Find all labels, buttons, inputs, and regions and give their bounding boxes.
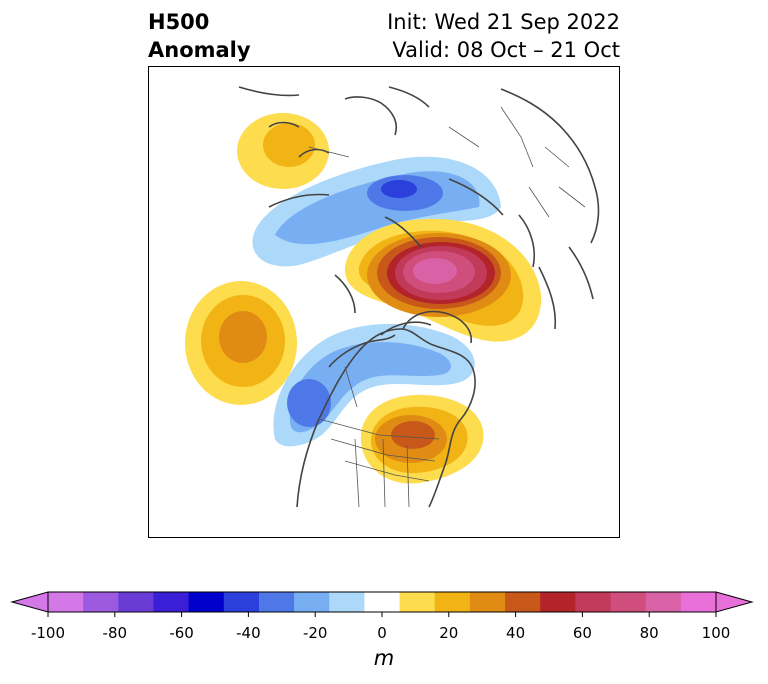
colorbar-segment xyxy=(258,592,295,612)
colorbar xyxy=(10,591,754,617)
colorbar-unit-label: m xyxy=(373,646,395,670)
colorbar-segments xyxy=(48,592,717,612)
colorbar-segment xyxy=(680,592,717,612)
colorbar-segment xyxy=(505,592,541,612)
colorbar-tick-label: -80 xyxy=(102,624,128,642)
colorbar-segment xyxy=(469,592,506,612)
colorbar-tick-label: 0 xyxy=(377,624,387,642)
anomaly-map xyxy=(185,86,600,508)
anomaly-arctic-trough xyxy=(252,156,501,267)
colorbar-segment xyxy=(48,592,84,612)
valid-period-label: Valid: 08 Oct – 21 Oct xyxy=(392,38,620,62)
colorbar-segment xyxy=(364,592,401,612)
coastlines xyxy=(238,86,600,508)
country-borders xyxy=(308,106,586,508)
variable-subtitle: Anomaly xyxy=(148,38,251,62)
colorbar-segment xyxy=(540,592,576,612)
colorbar-segment xyxy=(329,592,365,612)
colorbar-segment xyxy=(294,592,330,612)
colorbar-extend-high xyxy=(715,591,754,613)
colorbar-segment xyxy=(610,592,647,612)
colorbar-tick-label: -100 xyxy=(30,624,66,642)
colorbar-segment xyxy=(399,592,436,612)
colorbar-segment xyxy=(118,592,154,612)
colorbar-tick-label: 100 xyxy=(701,624,731,642)
colorbar-tick-marks xyxy=(47,612,717,617)
colorbar-segment xyxy=(188,592,225,612)
colorbar-tick-label: -20 xyxy=(302,624,328,642)
colorbar-segment xyxy=(645,592,682,612)
anomaly-eastern-na-ridge xyxy=(360,394,484,484)
colorbar-tick-label: 60 xyxy=(572,624,592,642)
colorbar-segment xyxy=(83,592,119,612)
colorbar-tick-label: -40 xyxy=(236,624,261,642)
colorbar-tick-label: -60 xyxy=(169,624,194,642)
anomaly-arctic-ridge xyxy=(344,218,542,342)
colorbar-tick-label: 20 xyxy=(439,624,459,642)
variable-title: H500 xyxy=(148,10,210,34)
map-title-left: H500 Anomaly xyxy=(148,8,251,64)
colorbar-extend-low xyxy=(10,591,49,613)
colorbar-tick-label: 40 xyxy=(506,624,526,642)
colorbar-segment xyxy=(434,592,471,612)
map-title-right: Init: Wed 21 Sep 2022 Valid: 08 Oct – 21… xyxy=(387,8,620,64)
colorbar-tick-label: 80 xyxy=(639,624,659,642)
colorbar-segment xyxy=(153,592,190,612)
colorbar-segment xyxy=(223,592,260,612)
anomaly-north-pacific-ridge xyxy=(185,281,297,405)
map-panel xyxy=(148,66,620,538)
init-date-label: Init: Wed 21 Sep 2022 xyxy=(387,10,620,34)
anomaly-ne-atlantic-ridge xyxy=(237,113,329,189)
colorbar-segment xyxy=(575,592,612,612)
